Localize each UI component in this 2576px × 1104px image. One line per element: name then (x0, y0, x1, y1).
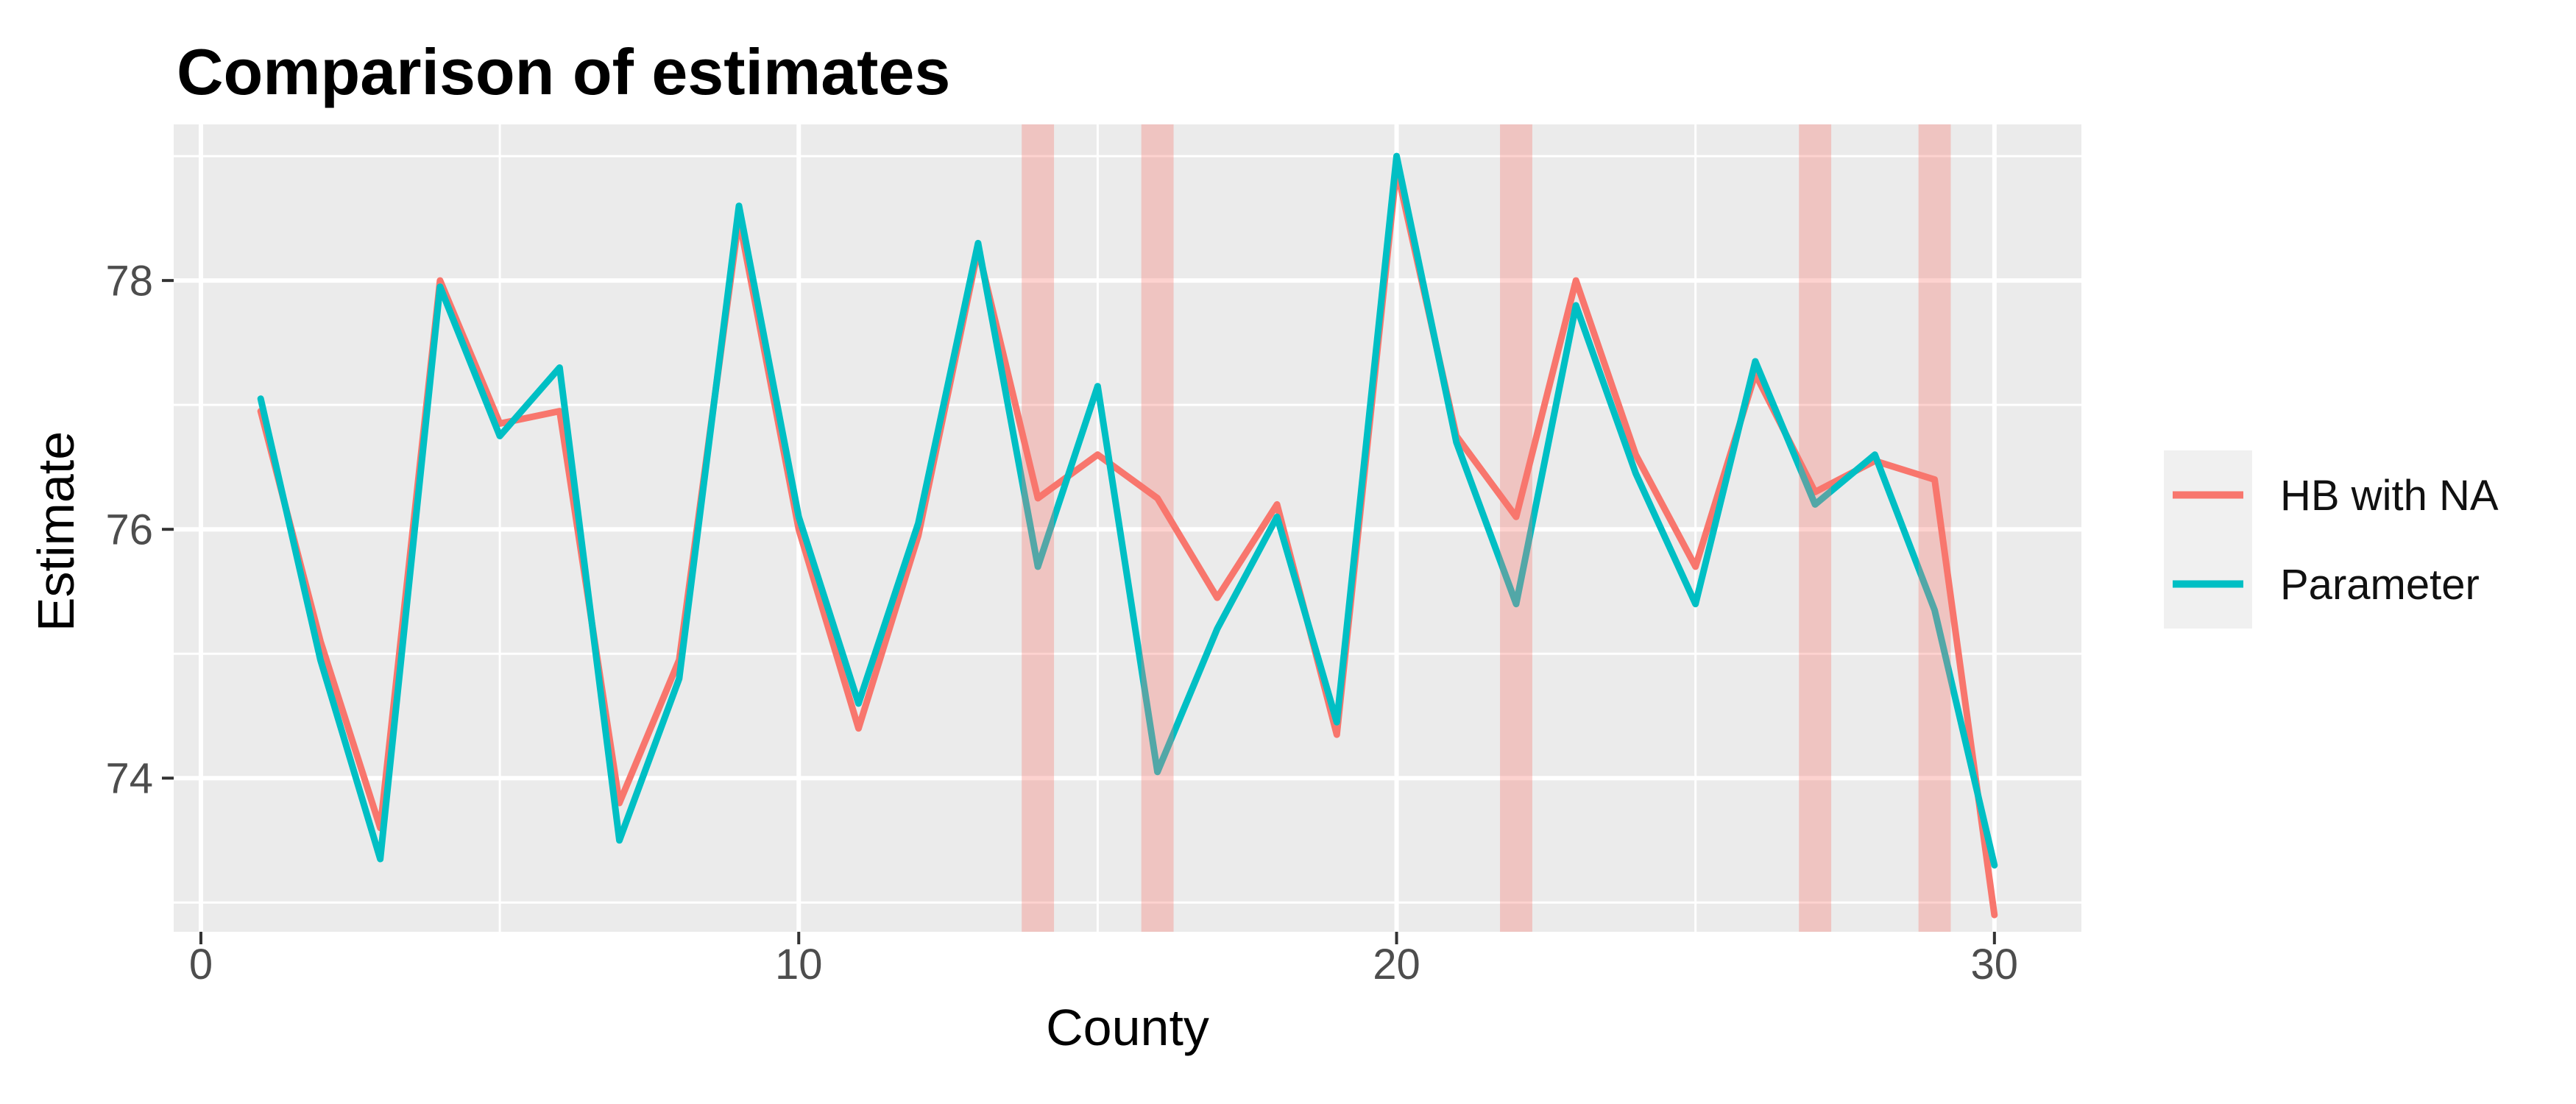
y-tick-labels: 74 76 78 (105, 257, 153, 802)
x-tick-label-30: 30 (1971, 941, 2019, 988)
na-band-county-29 (1918, 124, 1951, 932)
na-highlight-bands (1022, 124, 1951, 932)
axis-tick-marks (162, 279, 1996, 944)
y-tick-label-76: 76 (105, 506, 153, 553)
x-tick-labels: 0 10 20 30 (189, 941, 2018, 988)
x-tick-label-10: 10 (775, 941, 823, 988)
na-band-county-14 (1022, 124, 1055, 932)
legend: HB with NA Parameter (2164, 450, 2499, 629)
series-line-parameter (257, 152, 1998, 869)
na-band-county-27 (1799, 124, 1832, 932)
y-tick-label-74: 74 (105, 755, 153, 803)
y-axis-title: Estimate (27, 431, 85, 631)
gridlines-major (174, 124, 2081, 932)
legend-key-background (2164, 450, 2252, 629)
na-band-county-22 (1500, 124, 1532, 932)
x-tick-label-20: 20 (1373, 941, 1420, 988)
na-band-county-16 (1141, 124, 1174, 932)
legend-label-parameter: Parameter (2280, 561, 2480, 609)
y-tick-label-78: 78 (105, 257, 153, 305)
series-line-hb-with-na (257, 165, 1998, 919)
x-axis-title: County (1046, 999, 1209, 1056)
plot-title: Comparison of estimates (177, 35, 950, 108)
legend-label-hb-with-na: HB with NA (2280, 472, 2499, 520)
x-tick-label-0: 0 (189, 941, 213, 988)
series-lines (257, 152, 1998, 919)
